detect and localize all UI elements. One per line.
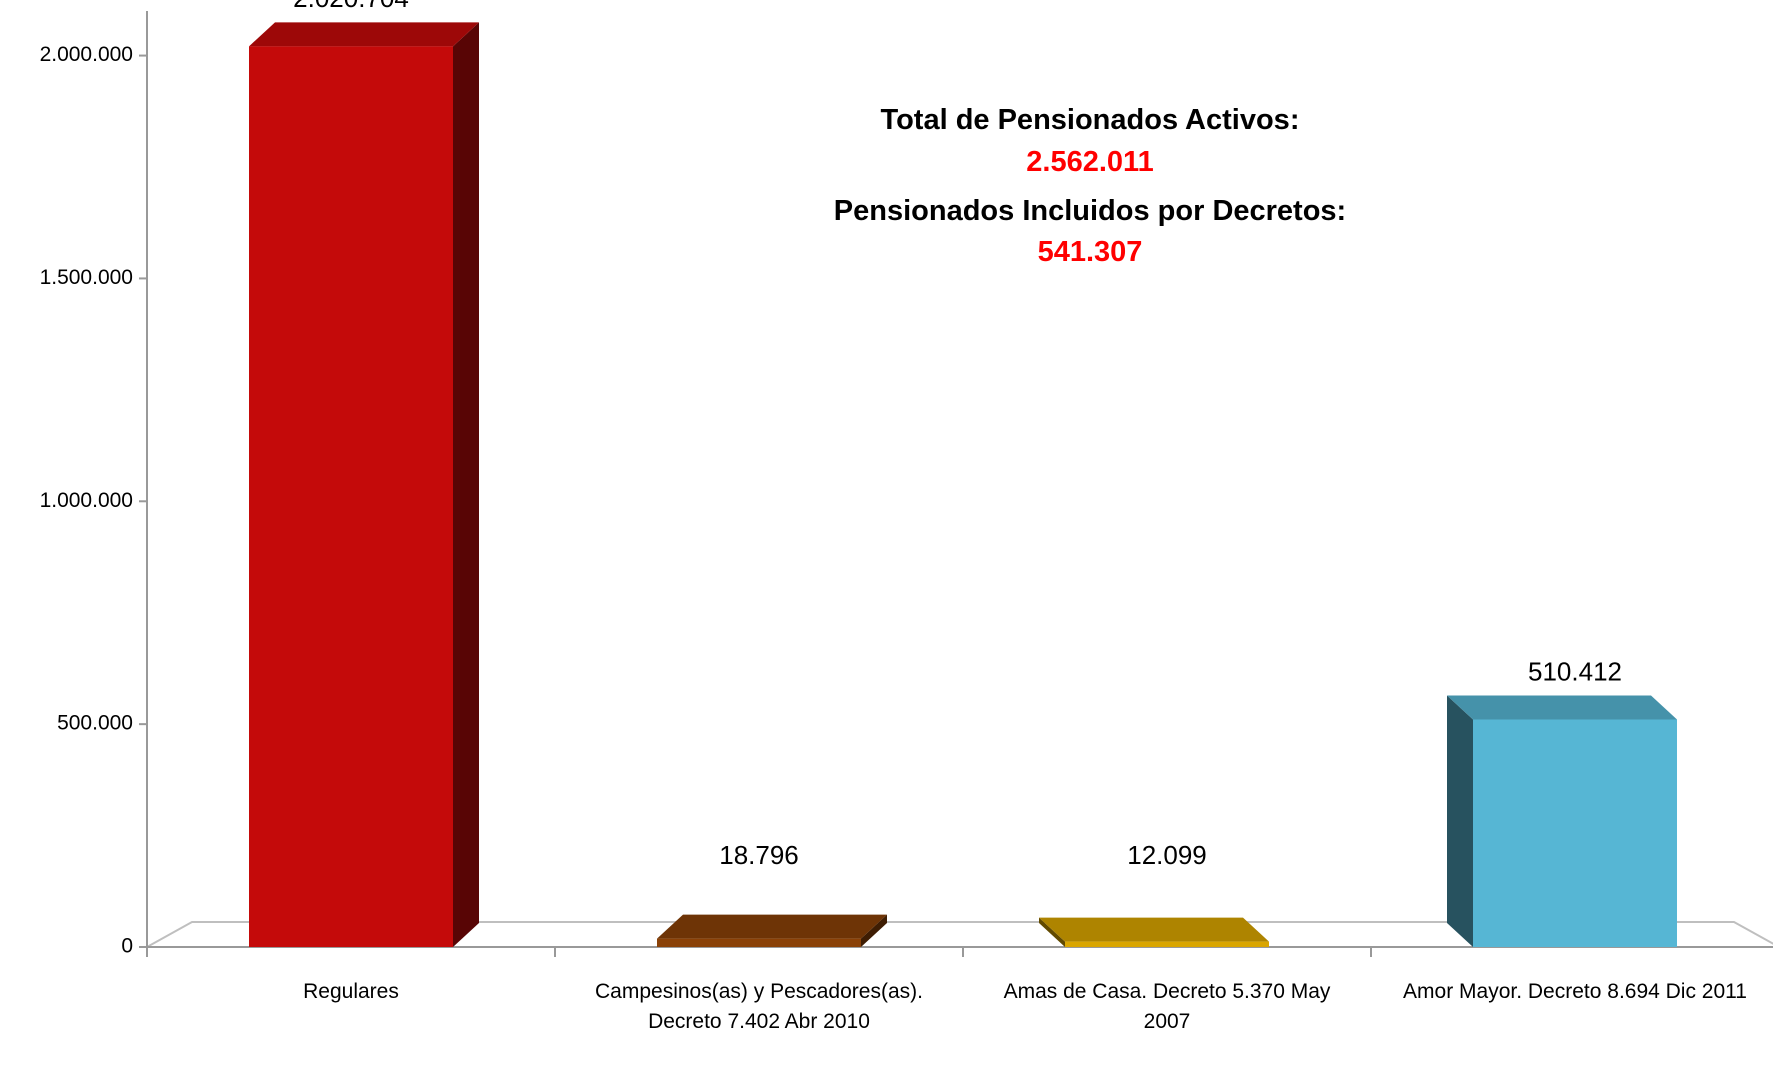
x-tick-label: Amor Mayor. Decreto 8.694 Dic 2011 — [1403, 980, 1747, 1003]
value-label: 12.099 — [1127, 840, 1207, 870]
y-tick-label: 0 — [121, 935, 133, 958]
bar — [1447, 695, 1677, 947]
bar-top — [657, 914, 887, 939]
bar-side — [861, 914, 887, 947]
bar — [657, 914, 887, 947]
bar-top — [1039, 917, 1269, 942]
y-tick-label: 2.000.000 — [40, 43, 133, 66]
value-label: 510.412 — [1528, 656, 1622, 686]
bar-side — [1039, 917, 1065, 947]
bar-side — [453, 22, 479, 947]
x-tick-label: Amas de Casa. Decreto 5.370 May 2007 — [1003, 980, 1331, 1033]
floor — [146, 921, 1773, 948]
annotation: 2.562.011 — [1026, 146, 1154, 178]
bar — [249, 22, 479, 947]
value-label: 18.796 — [719, 840, 799, 870]
bar-front — [249, 46, 453, 947]
annotation: Pensionados Incluidos por Decretos: — [833, 195, 1347, 227]
annotation: 541.307 — [1037, 236, 1143, 268]
x-tick-label: Regulares — [303, 980, 399, 1003]
y-tick-label: 1.500.000 — [40, 266, 133, 289]
value-label: 2.020.704 — [293, 0, 409, 13]
bar — [1039, 917, 1269, 947]
bar-front — [1473, 719, 1677, 947]
y-tick-label: 500.000 — [57, 712, 133, 735]
bar-front — [1065, 941, 1269, 947]
x-tick-label: Campesinos(as) y Pescadores(as). Decreto… — [595, 980, 923, 1033]
bar-side — [1447, 695, 1473, 947]
bar-top — [249, 22, 479, 47]
bar-front — [657, 938, 861, 947]
annotation: Total de Pensionados Activos: — [880, 104, 1300, 136]
bar-top — [1447, 695, 1677, 720]
y-tick-label: 1.000.000 — [40, 489, 133, 512]
